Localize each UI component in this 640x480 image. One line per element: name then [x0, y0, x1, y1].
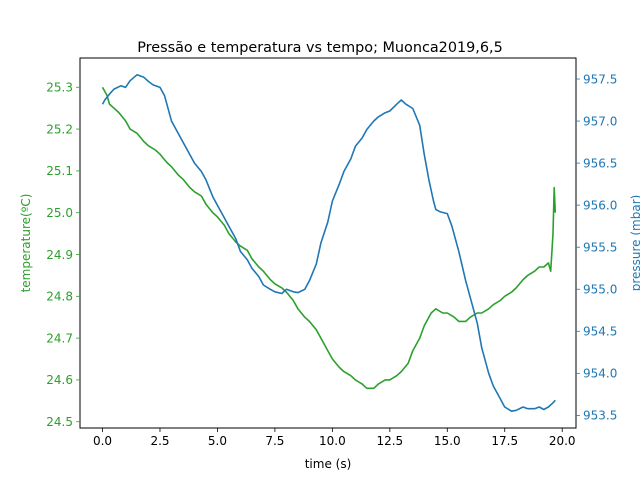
- temperature-line: [101, 86, 557, 390]
- pressure-tick-label: 953.5: [583, 409, 617, 423]
- axes-frame: [79, 57, 577, 429]
- pressure-axis-label: pressure (mbar): [629, 195, 640, 292]
- pressure-tick-label: 954.5: [583, 325, 617, 339]
- x-tick-label: 7.5: [265, 434, 284, 448]
- temperature-series: [101, 86, 557, 390]
- temperature-tick-label: 25.0: [46, 206, 73, 220]
- temperature-tick-label: 24.9: [46, 248, 73, 262]
- x-tick-label: 20.0: [549, 434, 576, 448]
- pressure-axis: 953.5 954.0 954.5 955.0 955.5 956.0 956.5 957.0…: [576, 72, 617, 423]
- temperature-tick-label: 24.6: [46, 373, 73, 387]
- x-axis: 0.0 2.5 5.0 7.5 10.0 12.5 15.0 17.5 20.0: [93, 428, 576, 448]
- x-tick-label: 10.0: [319, 434, 346, 448]
- pressure-tick-label: 955.0: [583, 283, 617, 297]
- temperature-tick-label: 24.7: [46, 331, 73, 345]
- plot-area: [79, 57, 577, 429]
- temperature-tick-label: 25.1: [46, 164, 73, 178]
- pressure-series: [101, 74, 556, 413]
- x-tick-label: 15.0: [434, 434, 461, 448]
- pressure-tick-label: 954.0: [583, 367, 617, 381]
- pressure-tick-label: 956.0: [583, 198, 617, 212]
- x-tick-label: 17.5: [491, 434, 518, 448]
- x-tick-label: 12.5: [376, 434, 403, 448]
- x-tick-label: 0.0: [93, 434, 112, 448]
- temperature-tick-label: 25.2: [46, 122, 73, 136]
- chart-title: Pressão e temperatura vs tempo; Muonca20…: [137, 40, 503, 56]
- temperature-axis: 24.5 24.6 24.7 24.8 24.9 25.0 25.1 25.2 25.3: [46, 81, 80, 429]
- temperature-tick-label: 25.3: [46, 81, 73, 95]
- x-tick-label: 2.5: [150, 434, 169, 448]
- temperature-tick-label: 24.8: [46, 290, 73, 304]
- x-axis-label: time (s): [305, 457, 352, 471]
- pressure-tick-label: 956.5: [583, 156, 617, 170]
- x-tick-label: 5.0: [208, 434, 227, 448]
- pressure-tick-label: 957.0: [583, 114, 617, 128]
- temperature-tick-label: 24.5: [46, 415, 73, 429]
- pressure-line: [101, 74, 556, 413]
- temperature-axis-label: temperature(ºC): [19, 194, 33, 293]
- pressure-tick-label: 955.5: [583, 241, 617, 255]
- pressure-tick-label: 957.5: [583, 72, 617, 86]
